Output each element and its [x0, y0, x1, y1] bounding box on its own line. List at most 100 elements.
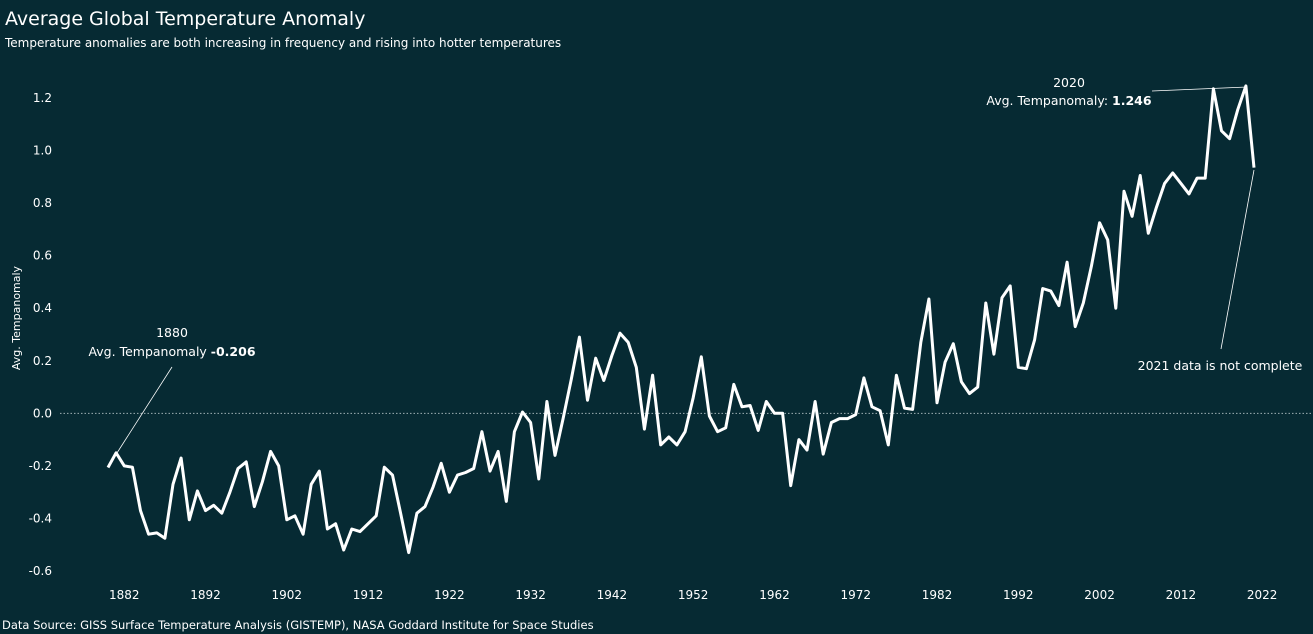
data-point-1915[interactable]: [389, 472, 395, 478]
data-point-1894[interactable]: [219, 510, 225, 516]
data-point-2002[interactable]: [1097, 220, 1103, 226]
data-point-2004[interactable]: [1113, 305, 1119, 311]
data-point-1926[interactable]: [479, 429, 485, 435]
data-point-1959[interactable]: [747, 402, 753, 408]
data-point-2007[interactable]: [1137, 173, 1143, 179]
data-point-2009[interactable]: [1153, 204, 1159, 210]
data-point-1968[interactable]: [820, 451, 826, 457]
data-point-2017[interactable]: [1218, 128, 1224, 134]
data-point-1907[interactable]: [324, 526, 330, 532]
data-point-1902[interactable]: [284, 517, 290, 523]
data-point-1949[interactable]: [666, 434, 672, 440]
data-point-1963[interactable]: [780, 410, 786, 416]
data-point-1960[interactable]: [755, 427, 761, 433]
data-point-1934[interactable]: [544, 399, 550, 405]
data-point-1909[interactable]: [341, 547, 347, 553]
data-point-1989[interactable]: [991, 351, 997, 357]
data-point-1986[interactable]: [967, 391, 973, 397]
data-point-2012[interactable]: [1178, 180, 1184, 186]
data-point-2006[interactable]: [1129, 213, 1135, 219]
data-point-1905[interactable]: [308, 481, 314, 487]
data-point-1939[interactable]: [585, 397, 591, 403]
data-point-1942[interactable]: [609, 353, 615, 359]
data-point-1938[interactable]: [576, 334, 582, 340]
data-point-1957[interactable]: [731, 381, 737, 387]
data-point-2000[interactable]: [1080, 300, 1086, 306]
series-line[interactable]: [106, 84, 1256, 555]
data-point-1979[interactable]: [910, 406, 916, 412]
data-point-1927[interactable]: [487, 468, 493, 474]
data-point-1906[interactable]: [316, 468, 322, 474]
data-point-1935[interactable]: [552, 452, 558, 458]
data-point-1958[interactable]: [739, 404, 745, 410]
data-point-1916[interactable]: [398, 510, 404, 516]
data-point-1947[interactable]: [650, 372, 656, 378]
data-point-1890[interactable]: [186, 517, 192, 523]
data-point-1990[interactable]: [999, 295, 1005, 301]
data-point-1948[interactable]: [658, 442, 664, 448]
data-point-1944[interactable]: [625, 339, 631, 345]
data-point-1914[interactable]: [381, 464, 387, 470]
data-point-1921[interactable]: [438, 460, 444, 466]
data-point-1895[interactable]: [227, 489, 233, 495]
data-point-1888[interactable]: [170, 481, 176, 487]
data-point-1994[interactable]: [1032, 337, 1038, 343]
data-point-1967[interactable]: [812, 399, 818, 405]
data-point-2005[interactable]: [1121, 188, 1127, 194]
data-point-1912[interactable]: [365, 521, 371, 527]
data-point-1918[interactable]: [414, 510, 420, 516]
data-point-1896[interactable]: [235, 466, 241, 472]
data-point-1976[interactable]: [885, 442, 891, 448]
data-point-1919[interactable]: [422, 504, 428, 510]
data-point-1953[interactable]: [698, 354, 704, 360]
data-point-1925[interactable]: [471, 466, 477, 472]
data-point-1941[interactable]: [601, 377, 607, 383]
data-point-1993[interactable]: [1023, 366, 1029, 372]
data-point-1974[interactable]: [869, 404, 875, 410]
data-point-2019[interactable]: [1235, 107, 1241, 113]
data-point-1897[interactable]: [243, 459, 249, 465]
data-point-2001[interactable]: [1088, 263, 1094, 269]
data-point-1889[interactable]: [178, 455, 184, 461]
data-point-1911[interactable]: [357, 529, 363, 535]
data-point-1965[interactable]: [796, 437, 802, 443]
data-point-1930[interactable]: [511, 429, 517, 435]
data-point-1983[interactable]: [942, 359, 948, 365]
data-point-1928[interactable]: [495, 448, 501, 454]
data-point-1900[interactable]: [268, 448, 274, 454]
data-point-1984[interactable]: [950, 341, 956, 347]
data-point-1933[interactable]: [536, 476, 542, 482]
data-point-2018[interactable]: [1227, 136, 1233, 142]
data-point-1956[interactable]: [723, 425, 729, 431]
data-point-1932[interactable]: [528, 420, 534, 426]
data-point-1951[interactable]: [682, 429, 688, 435]
data-point-1952[interactable]: [690, 395, 696, 401]
data-point-1923[interactable]: [454, 472, 460, 478]
data-point-1964[interactable]: [788, 483, 794, 489]
data-point-1950[interactable]: [674, 442, 680, 448]
data-point-1987[interactable]: [975, 384, 981, 390]
data-point-2020[interactable]: [1243, 83, 1249, 89]
data-point-1936[interactable]: [560, 416, 566, 422]
data-point-1945[interactable]: [633, 364, 639, 370]
data-point-1975[interactable]: [877, 408, 883, 414]
data-point-1886[interactable]: [154, 530, 160, 536]
data-point-1901[interactable]: [276, 463, 282, 469]
data-point-1982[interactable]: [934, 400, 940, 406]
data-point-1924[interactable]: [463, 469, 469, 475]
data-point-2021[interactable]: [1251, 165, 1257, 171]
data-point-1887[interactable]: [162, 535, 168, 541]
data-point-1972[interactable]: [853, 412, 859, 418]
data-point-1961[interactable]: [763, 399, 769, 405]
data-point-1973[interactable]: [861, 375, 867, 381]
data-point-1929[interactable]: [503, 498, 509, 504]
data-point-1977[interactable]: [893, 372, 899, 378]
data-point-1908[interactable]: [333, 521, 339, 527]
data-point-2011[interactable]: [1170, 170, 1176, 176]
data-point-1882[interactable]: [121, 463, 127, 469]
data-point-1954[interactable]: [706, 413, 712, 419]
data-point-1997[interactable]: [1056, 303, 1062, 309]
data-point-1966[interactable]: [804, 447, 810, 453]
data-point-1883[interactable]: [129, 464, 135, 470]
data-point-1931[interactable]: [520, 409, 526, 415]
